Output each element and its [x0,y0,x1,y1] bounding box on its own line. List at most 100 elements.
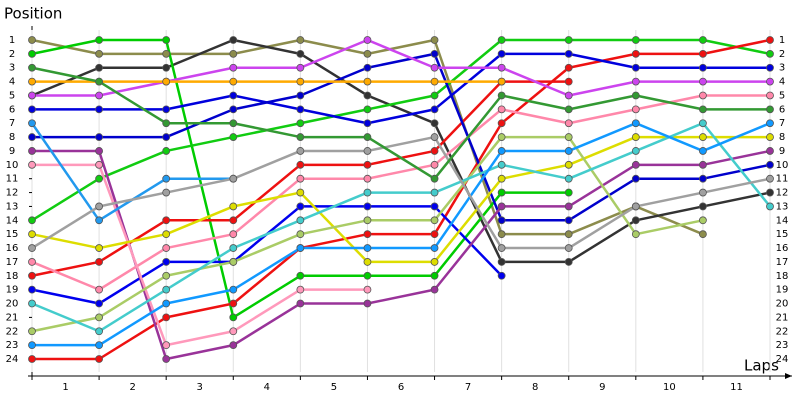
y-tick-label-right: 23 [776,340,789,351]
point [363,271,372,280]
point [497,244,506,252]
point [430,230,439,239]
point [296,216,305,225]
point [162,63,171,72]
point [296,160,305,169]
y-tick-label: 5 [9,90,15,101]
point [430,77,439,86]
point [296,299,305,308]
point [363,299,372,308]
point [95,258,103,266]
y-tick-label-right: 17 [776,257,789,268]
y-tick-label: 18 [6,271,19,282]
point [229,133,238,141]
point [162,230,171,239]
y-tick-label: 17 [6,257,19,268]
x-tick-label: 2 [129,382,135,393]
point [229,105,238,114]
point [363,63,372,72]
point [699,160,707,169]
point [766,91,774,100]
y-tick-label-right: 3 [779,63,785,74]
y-tick-label: 7 [9,118,15,129]
point [497,133,506,141]
y-tick-label: 2 [9,49,15,60]
point [564,216,573,225]
point [296,244,305,252]
point [229,36,238,44]
series-line [31,94,770,291]
series-line [31,121,771,333]
point [363,91,372,100]
series-line [31,38,771,222]
point [766,77,774,86]
point [430,36,439,44]
point [497,216,506,225]
series-line [32,52,770,125]
y-tick-label-right: 13 [776,201,789,212]
point [363,216,372,225]
point [497,271,506,280]
point [229,327,238,336]
point [497,174,506,183]
point [497,258,506,266]
point [363,77,372,86]
point [699,133,707,141]
y-tick-label: 9 [9,146,15,157]
y-tick-label: 20 [6,299,19,310]
point [699,91,707,100]
point [699,202,707,211]
point [95,313,103,322]
point [162,174,171,183]
point [497,77,506,86]
point [766,119,774,128]
y-tick-label-right: 15 [776,229,789,240]
point [363,160,372,169]
point [699,230,707,239]
point [564,174,573,183]
point [363,36,372,44]
point [229,63,238,72]
point [430,285,439,294]
point [497,188,506,197]
point [497,49,506,58]
point [497,36,506,44]
point [430,105,439,114]
point [229,285,238,294]
point [430,202,439,211]
point [229,244,238,252]
point [363,244,372,252]
x-tick-label: 6 [398,382,404,393]
y-tick-label-right: 7 [779,118,785,129]
point [631,49,640,58]
point [430,244,439,252]
point [28,327,36,336]
y-tick-label: 6 [9,104,15,115]
y-tick-label-right: 19 [776,285,789,296]
point [631,147,640,155]
point [229,174,238,183]
point [296,174,305,183]
point [162,313,171,322]
point [631,36,640,44]
point [564,258,573,266]
point [28,299,36,308]
point [229,341,238,350]
point [162,299,171,308]
point [699,188,707,197]
point [564,230,573,239]
point [766,160,774,169]
point [430,119,439,128]
point [363,202,372,211]
y-tick-label: 1 [9,35,15,46]
point [296,230,305,239]
point [162,49,171,58]
point [564,188,573,197]
x-axis-arrow [785,373,792,379]
x-tick-label: 9 [599,382,605,393]
point [229,202,238,211]
point [497,230,506,239]
y-tick-label-right: 24 [776,354,789,365]
point [28,105,36,114]
